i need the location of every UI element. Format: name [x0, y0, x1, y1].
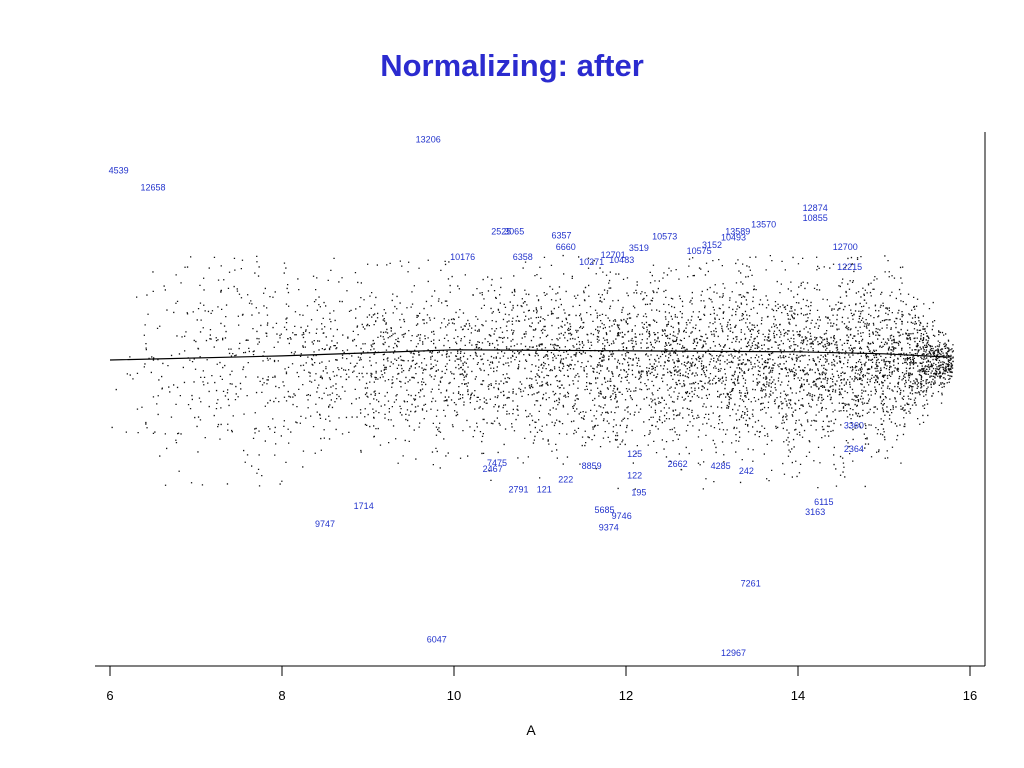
point-label: 13206: [416, 135, 441, 145]
point-label: 12874: [803, 203, 828, 213]
point-label: 2364: [844, 444, 864, 454]
point-label: 6358: [513, 252, 533, 262]
point-label: 122: [627, 470, 642, 480]
point-label: 10271: [579, 257, 604, 267]
axes: [95, 132, 986, 667]
lowess-fit-line: [109, 349, 945, 361]
point-label: 7475: [487, 458, 507, 468]
point-label: 10483: [609, 255, 634, 265]
point-label: 13570: [751, 219, 776, 229]
point-label: 6047: [427, 635, 447, 645]
point-label: 125: [627, 449, 642, 459]
point-label: 10176: [450, 252, 475, 262]
x-tick-label: 14: [791, 688, 805, 703]
point-label: 9746: [612, 511, 632, 521]
point-label: 7261: [741, 578, 761, 588]
point-label: 10855: [803, 213, 828, 223]
point-label: 2467: [483, 464, 503, 474]
point-label: 222: [558, 474, 573, 484]
point-label: 8859: [582, 461, 602, 471]
point-label: 5685: [594, 505, 614, 515]
scatter-points: [111, 254, 954, 490]
point-label: 12701: [601, 250, 626, 260]
point-label: 121: [537, 485, 552, 495]
point-label: 10573: [652, 232, 677, 242]
point-label: 242: [739, 466, 754, 476]
point-label: 3152: [702, 240, 722, 250]
point-label: 3163: [805, 507, 825, 517]
point-label: 6660: [556, 242, 576, 252]
point-label: 2791: [508, 485, 528, 495]
point-label: 12658: [140, 183, 165, 193]
point-label: 195: [631, 488, 646, 498]
point-label: 1714: [354, 501, 374, 511]
point-label: 3360: [844, 420, 864, 430]
point-label: 6115: [814, 497, 833, 507]
x-tick-label: 6: [106, 688, 113, 703]
point-label: 4285: [711, 461, 731, 471]
slide-title: Normalizing: after: [380, 48, 644, 83]
point-label: 3519: [629, 243, 649, 253]
x-tick-label: 10: [447, 688, 461, 703]
point-label: 10575: [687, 246, 712, 256]
point-label: 3065: [504, 227, 524, 237]
x-tick-label: 16: [963, 688, 977, 703]
x-tick-label: 12: [619, 688, 633, 703]
point-cloud: [111, 254, 954, 490]
point-label: 9374: [599, 522, 619, 532]
point-label: 6357: [551, 231, 571, 241]
x-axis-ticks: 6 8 10 12 14 16: [106, 666, 977, 703]
point-label: 10493: [721, 233, 746, 243]
point-label: 2662: [668, 459, 688, 469]
point-label: 13589: [725, 227, 750, 237]
x-axis-label: A: [526, 722, 536, 738]
lowess-curve: [109, 349, 945, 361]
point-label: 12967: [721, 648, 746, 658]
x-tick-label: 8: [278, 688, 285, 703]
point-label: 9747: [315, 519, 335, 529]
point-label: 2525: [491, 227, 511, 237]
point-label: 12700: [833, 242, 858, 252]
point-label: 12215: [837, 262, 862, 272]
point-label: 4539: [109, 165, 129, 175]
